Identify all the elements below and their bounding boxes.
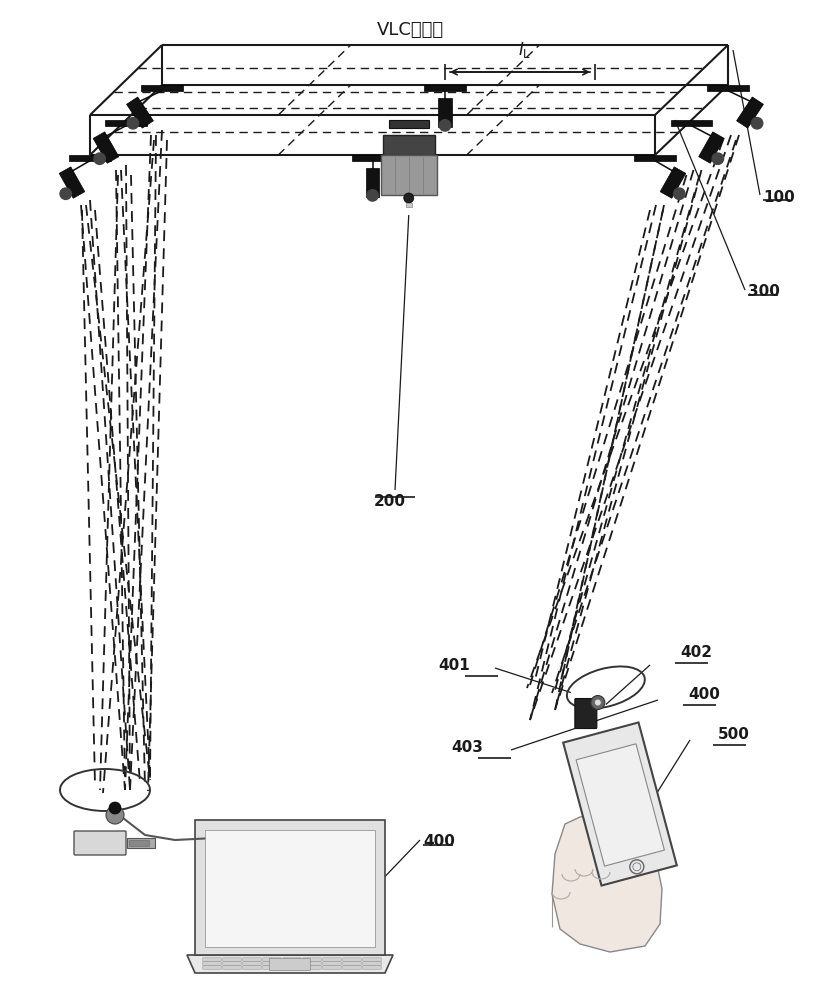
FancyBboxPatch shape bbox=[382, 135, 435, 155]
Bar bbox=[69, 155, 111, 161]
FancyBboxPatch shape bbox=[283, 958, 301, 961]
FancyBboxPatch shape bbox=[363, 966, 381, 969]
Text: $I_{\mathrm{L}}$: $I_{\mathrm{L}}$ bbox=[518, 40, 532, 60]
Polygon shape bbox=[699, 132, 724, 163]
FancyBboxPatch shape bbox=[242, 966, 261, 969]
Circle shape bbox=[367, 190, 378, 201]
FancyBboxPatch shape bbox=[303, 966, 321, 969]
FancyBboxPatch shape bbox=[223, 962, 242, 965]
Text: 500: 500 bbox=[718, 727, 750, 742]
Polygon shape bbox=[563, 722, 676, 886]
Polygon shape bbox=[93, 132, 119, 163]
Text: 401: 401 bbox=[438, 658, 470, 673]
FancyBboxPatch shape bbox=[269, 958, 310, 970]
Text: 100: 100 bbox=[763, 190, 794, 205]
FancyBboxPatch shape bbox=[283, 962, 301, 965]
Text: 400: 400 bbox=[423, 834, 455, 850]
Polygon shape bbox=[438, 98, 451, 127]
Polygon shape bbox=[127, 97, 153, 128]
FancyBboxPatch shape bbox=[203, 962, 221, 965]
FancyBboxPatch shape bbox=[323, 962, 342, 965]
FancyBboxPatch shape bbox=[303, 962, 321, 965]
FancyBboxPatch shape bbox=[575, 699, 597, 729]
FancyBboxPatch shape bbox=[223, 958, 242, 961]
Circle shape bbox=[673, 188, 685, 199]
Polygon shape bbox=[736, 97, 763, 128]
Bar bbox=[129, 840, 149, 846]
Circle shape bbox=[127, 118, 138, 129]
Circle shape bbox=[751, 118, 762, 129]
Bar bbox=[389, 120, 429, 128]
FancyBboxPatch shape bbox=[263, 958, 281, 961]
Bar bbox=[405, 203, 412, 207]
FancyBboxPatch shape bbox=[127, 838, 155, 848]
Text: 400: 400 bbox=[688, 687, 720, 702]
Circle shape bbox=[595, 700, 601, 706]
Circle shape bbox=[106, 806, 124, 824]
FancyBboxPatch shape bbox=[343, 958, 361, 961]
FancyBboxPatch shape bbox=[343, 966, 361, 969]
FancyBboxPatch shape bbox=[74, 831, 126, 855]
Bar bbox=[195, 820, 385, 955]
Text: 300: 300 bbox=[748, 284, 780, 300]
Text: 403: 403 bbox=[451, 740, 483, 755]
FancyBboxPatch shape bbox=[323, 966, 342, 969]
Polygon shape bbox=[59, 167, 85, 198]
Polygon shape bbox=[576, 744, 664, 866]
Bar bbox=[707, 85, 749, 91]
FancyBboxPatch shape bbox=[283, 966, 301, 969]
FancyBboxPatch shape bbox=[381, 155, 437, 195]
Bar bbox=[634, 155, 676, 161]
FancyBboxPatch shape bbox=[242, 962, 261, 965]
FancyBboxPatch shape bbox=[263, 962, 281, 965]
Bar bbox=[105, 120, 147, 126]
Text: VLC微基站: VLC微基站 bbox=[377, 21, 444, 39]
FancyBboxPatch shape bbox=[203, 958, 221, 961]
Circle shape bbox=[713, 153, 723, 164]
Circle shape bbox=[94, 153, 106, 164]
Polygon shape bbox=[552, 814, 662, 952]
FancyBboxPatch shape bbox=[363, 958, 381, 961]
Circle shape bbox=[60, 188, 71, 199]
Circle shape bbox=[439, 120, 450, 131]
Polygon shape bbox=[187, 955, 393, 973]
FancyBboxPatch shape bbox=[203, 966, 221, 969]
FancyBboxPatch shape bbox=[223, 966, 242, 969]
FancyBboxPatch shape bbox=[242, 958, 261, 961]
FancyBboxPatch shape bbox=[303, 958, 321, 961]
Bar bbox=[141, 85, 183, 91]
Bar bbox=[424, 85, 466, 91]
Polygon shape bbox=[366, 168, 379, 197]
Text: 402: 402 bbox=[680, 645, 712, 660]
FancyBboxPatch shape bbox=[263, 966, 281, 969]
FancyBboxPatch shape bbox=[323, 958, 342, 961]
Bar bbox=[351, 155, 393, 161]
Circle shape bbox=[404, 193, 414, 203]
FancyBboxPatch shape bbox=[343, 962, 361, 965]
FancyBboxPatch shape bbox=[363, 962, 381, 965]
Polygon shape bbox=[660, 167, 686, 198]
Bar bbox=[205, 830, 375, 947]
Text: 200: 200 bbox=[374, 494, 406, 509]
Circle shape bbox=[590, 696, 605, 710]
Circle shape bbox=[109, 802, 121, 814]
Bar bbox=[671, 120, 713, 126]
